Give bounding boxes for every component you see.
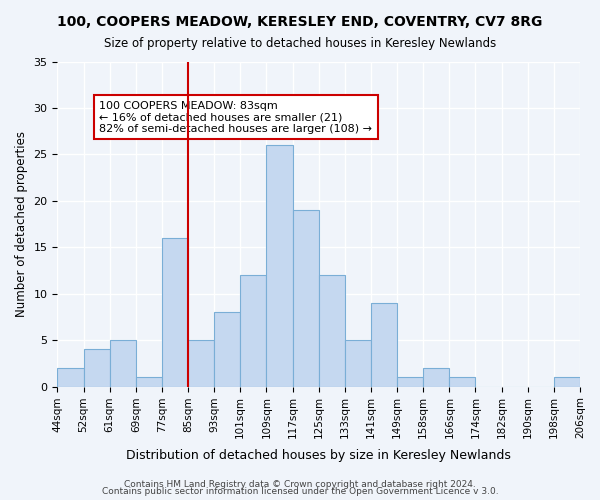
Y-axis label: Number of detached properties: Number of detached properties [15,131,28,317]
Bar [83,350,110,387]
Bar [241,275,266,386]
Bar [371,303,397,386]
Text: Size of property relative to detached houses in Keresley Newlands: Size of property relative to detached ho… [104,38,496,51]
Text: 100 COOPERS MEADOW: 83sqm
← 16% of detached houses are smaller (21)
82% of semi-: 100 COOPERS MEADOW: 83sqm ← 16% of detac… [99,100,372,134]
Bar [397,378,423,386]
X-axis label: Distribution of detached houses by size in Keresley Newlands: Distribution of detached houses by size … [126,450,511,462]
Bar [214,312,241,386]
Text: Contains public sector information licensed under the Open Government Licence v : Contains public sector information licen… [101,487,499,496]
Bar [554,378,580,386]
Bar [136,378,162,386]
Text: 100, COOPERS MEADOW, KERESLEY END, COVENTRY, CV7 8RG: 100, COOPERS MEADOW, KERESLEY END, COVEN… [58,15,542,29]
Bar [110,340,136,386]
Bar [58,368,83,386]
Bar [319,275,345,386]
Bar [423,368,449,386]
Bar [449,378,475,386]
Text: Contains HM Land Registry data © Crown copyright and database right 2024.: Contains HM Land Registry data © Crown c… [124,480,476,489]
Bar [293,210,319,386]
Bar [188,340,214,386]
Bar [345,340,371,386]
Bar [162,238,188,386]
Bar [266,145,293,386]
